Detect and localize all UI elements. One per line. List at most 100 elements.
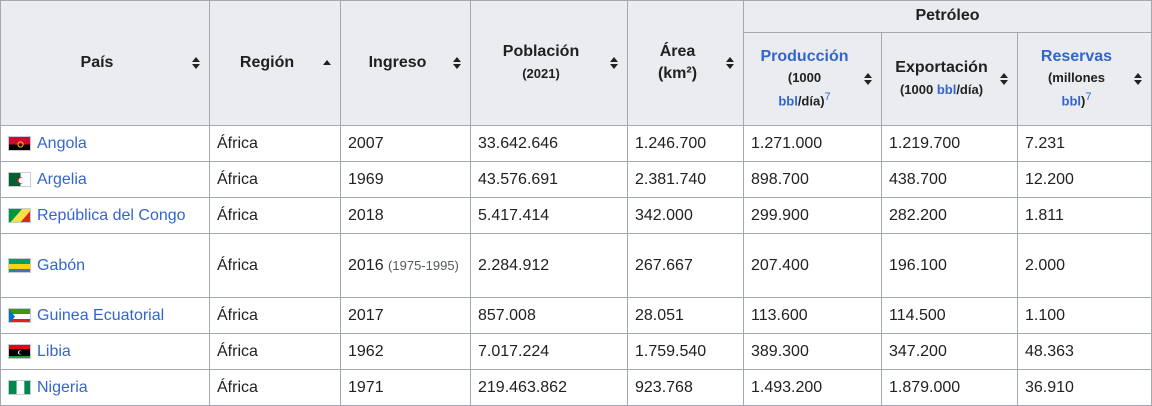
produccion-value: 898.700 [751,170,809,188]
cell-reservas: 1.811 [1017,197,1152,234]
header-region[interactable]: Región [209,0,341,126]
area-value: 28.051 [635,306,684,324]
cell-region: África [209,333,341,370]
cell-pais: Nigeria [0,369,210,406]
country-link[interactable]: República del Congo [37,206,186,224]
gabon-flag-icon [8,257,31,273]
region-value: África [217,342,258,360]
cell-region: África [209,297,341,334]
header-poblacion-year: (2021) [522,65,560,81]
exportacion-value: 114.500 [889,306,946,324]
country-link[interactable]: Angola [37,134,87,152]
cell-exportacion: 347.200 [881,333,1018,370]
cell-poblacion: 43.576.691 [470,161,628,198]
sort-both-icon[interactable] [192,57,200,69]
sort-both-icon[interactable] [610,57,618,69]
cell-poblacion: 33.642.646 [470,125,628,162]
table-row: Nigeria África 1971 219.463.862 923.768 1.493… [0,369,1152,406]
cell-area: 28.051 [627,297,744,334]
reference-link[interactable]: 7 [1085,91,1092,104]
header-exportacion-label: Exportación [895,59,988,77]
country-link[interactable]: Gabón [37,256,86,274]
cell-exportacion: 282.200 [881,197,1018,234]
sort-both-icon[interactable] [864,73,872,85]
cell-produccion: 1.271.000 [743,125,882,162]
header-reservas[interactable]: Reservas (millones bbl)7 [1017,32,1152,126]
poblacion-value: 857.008 [478,306,536,324]
header-region-label: Región [239,53,295,71]
cell-reservas: 36.910 [1017,369,1152,406]
cell-ingreso: 2018 [340,197,471,234]
poblacion-value: 219.463.862 [478,378,567,396]
produccion-value: 207.400 [751,256,809,274]
region-value: África [217,170,258,188]
cell-region: África [209,233,341,298]
sort-both-icon[interactable] [1000,73,1008,85]
country-link[interactable]: Libia [37,342,71,360]
cell-area: 2.381.740 [627,161,744,198]
bbl-link[interactable]: bbl [936,81,957,97]
cell-pais: República del Congo [0,197,210,234]
bbl-link[interactable]: bbl [1061,93,1082,109]
header-area[interactable]: Área (km²) [627,0,744,126]
header-petroleo-label: Petróleo [915,7,980,25]
sort-both-icon[interactable] [726,57,734,69]
header-pais[interactable]: País [0,0,210,126]
area-value: 923.768 [635,378,693,396]
area-value: 267.667 [635,256,693,274]
header-reservas-link[interactable]: Reservas [1040,47,1113,65]
cell-ingreso: 2007 [340,125,471,162]
area-value: 1.246.700 [635,134,707,152]
cell-produccion: 898.700 [743,161,882,198]
cell-reservas: 2.000 [1017,233,1152,298]
reservas-value: 48.363 [1025,342,1074,360]
cell-pais: Libia [0,333,210,370]
cell-pais: Guinea Ecuatorial [0,297,210,334]
country-link[interactable]: Nigeria [37,378,88,396]
nigeria-flag-icon [8,379,31,395]
sort-both-icon[interactable] [1134,73,1142,85]
country-link[interactable]: Guinea Ecuatorial [37,306,165,324]
header-poblacion-label: Población [502,43,580,61]
cell-reservas: 12.200 [1017,161,1152,198]
reservas-value: 1.100 [1025,306,1066,324]
ingreso-value: 1969 [348,170,384,188]
cell-area: 267.667 [627,233,744,298]
cell-reservas: 7.231 [1017,125,1152,162]
area-value: 342.000 [635,206,693,224]
region-value: África [217,134,258,152]
header-pais-label: País [80,53,114,71]
table-row: Argelia África 1969 43.576.691 2.381.740 898.… [0,161,1152,198]
table-row: Libia África 1962 7.017.224 1.759.540 389.300… [0,333,1152,370]
header-reservas-unit-1: (millones [1047,70,1106,86]
cell-area: 923.768 [627,369,744,406]
region-value: África [217,256,258,274]
cell-poblacion: 5.417.414 [470,197,628,234]
sort-both-icon[interactable] [453,57,461,69]
algeria-flag-icon [8,171,31,187]
cell-exportacion: 196.100 [881,233,1018,298]
header-poblacion[interactable]: Población (2021) [470,0,628,126]
cell-produccion: 113.600 [743,297,882,334]
area-value: 1.759.540 [635,342,707,360]
sort-ascending-icon[interactable] [323,57,331,69]
header-exportacion-unit: (1000 bbl/día) [888,80,995,101]
reservas-value: 7.231 [1025,134,1066,152]
header-ingreso[interactable]: Ingreso [340,0,471,126]
cell-exportacion: 1.219.700 [881,125,1018,162]
ingreso-period: (1975-1995) [388,257,459,273]
reference-link[interactable]: 7 [824,91,831,104]
region-value: África [217,378,258,396]
produccion-value: 113.600 [751,306,808,324]
equatorial-guinea-flag-icon [8,307,31,323]
header-produccion[interactable]: Producción (1000 bbl/día)7 [743,32,882,126]
header-exportacion[interactable]: Exportación (1000 bbl/día) [881,32,1018,126]
cell-poblacion: 857.008 [470,297,628,334]
produccion-value: 299.900 [751,206,809,224]
header-produccion-link[interactable]: Producción [760,47,849,65]
bbl-link[interactable]: bbl [778,93,798,109]
cell-region: África [209,369,341,406]
area-value: 2.381.740 [635,170,707,188]
cell-ingreso: 2017 [340,297,471,334]
country-link[interactable]: Argelia [37,170,87,188]
